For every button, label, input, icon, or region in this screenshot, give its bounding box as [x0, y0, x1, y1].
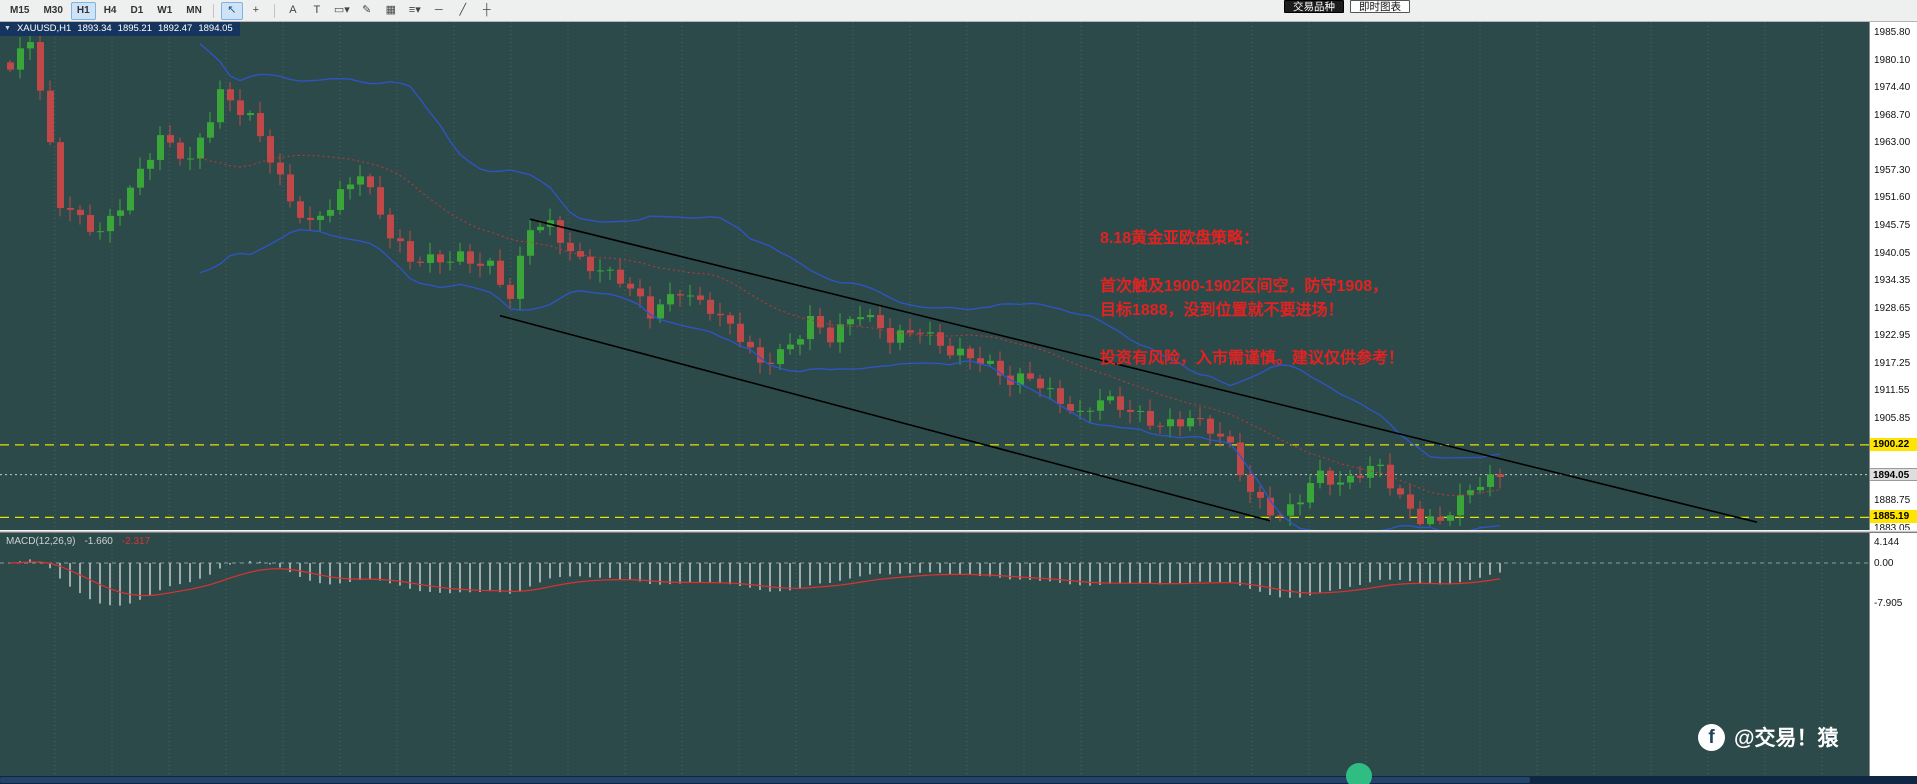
yellow-price-tag: 1900.22	[1870, 437, 1917, 451]
strategy-annotation: 8.18黄金亚欧盘策略： 首次触及1900-1902区间空，防守1908， 目标18…	[1100, 227, 1404, 371]
macd-axis-label: 4.144	[1874, 537, 1900, 549]
chart-collapse-icon[interactable]: ▼	[4, 25, 11, 32]
macd-name: MACD(12,26,9)	[6, 536, 76, 547]
toolbar: M15 M30 H1 H4 D1 W1 MN ↖ + A T ▭▾ ✎ ▦ ≡▾ ─ ╱ ┼	[0, 0, 1917, 22]
overlay-buttons: 交易品种 即时图表	[1284, 0, 1410, 13]
instant-chart-button[interactable]: 即时图表	[1350, 0, 1410, 13]
price-axis-label: 1985.80	[1874, 27, 1911, 38]
panel-separator[interactable]	[0, 530, 1917, 533]
trade-symbols-button[interactable]: 交易品种	[1284, 0, 1344, 13]
ohlc-close: 1894.05	[198, 23, 233, 34]
price-axis-label: 1883.05	[1874, 522, 1911, 534]
watermark-text: @交易！猿	[1734, 727, 1839, 750]
draw-tool-icon[interactable]: ✎	[356, 2, 378, 20]
grid-lines	[54, 22, 1823, 530]
ohlc-open: 1893.34	[77, 23, 112, 34]
annotation-line: 投资有风险，入市需谨慎。建议仅供参考！	[1100, 350, 1405, 367]
price-axis-label: 1940.05	[1874, 247, 1911, 259]
trendline-tool-icon[interactable]: ╱	[452, 2, 474, 20]
chart-area[interactable]: ▼ XAUUSD,H1 1893.34 1895.21 1892.47 1894…	[0, 22, 1869, 530]
price-axis-label: 1888.75	[1874, 495, 1911, 507]
price-axis-label: 1945.75	[1874, 220, 1911, 232]
price-axis-label: 1934.35	[1874, 275, 1911, 287]
price-axis-label: 1968.70	[1874, 109, 1911, 121]
toolbar-separator	[212, 3, 214, 18]
crosshair-tool-icon[interactable]: +	[245, 2, 267, 20]
timeframe-h1-button[interactable]: H1	[70, 1, 96, 20]
ohlc-high: 1895.21	[117, 23, 152, 34]
price-axis-label: 1980.10	[1874, 54, 1911, 66]
trendlines[interactable]	[499, 218, 1758, 523]
macd-axis-label: -7.905	[1874, 597, 1903, 609]
ohlc-low: 1892.47	[158, 23, 193, 34]
annotation-line	[1100, 251, 1404, 275]
timeframe-d1-button[interactable]: D1	[124, 1, 150, 20]
toolbar-separator	[273, 3, 275, 18]
macd-grid-lines	[54, 533, 1823, 776]
lines-tool-icon[interactable]: ≡▾	[404, 2, 426, 20]
cross-tool-icon[interactable]: ┼	[476, 2, 498, 20]
candlestick-series	[7, 33, 1504, 527]
annotation-line: 8.18黄金亚欧盘策略：	[1100, 230, 1260, 247]
price-axis-label: 1911.55	[1874, 385, 1910, 397]
price-axis[interactable]: 1985.80 1980.10 1974.40 1968.70 1963.00 1957.…	[1869, 22, 1917, 776]
price-axis-label: 1905.85	[1874, 412, 1911, 424]
horizontal-scrollbar[interactable]	[0, 776, 1917, 784]
current-price-tag: 1894.05	[1870, 467, 1917, 481]
cursor-tool-icon[interactable]: ↖	[220, 1, 243, 20]
price-axis-label: 1963.00	[1874, 137, 1911, 148]
macd-signal-value: -2.317	[121, 536, 151, 547]
annotation-line: 首次触及1900-1902区间空，防守1908，	[1100, 278, 1389, 295]
scrollbar-thumb[interactable]	[0, 777, 1530, 783]
timeframe-buttons: M15 M30 H1 H4 D1 W1 MN	[4, 1, 208, 20]
price-axis-label: 1974.40	[1874, 82, 1911, 93]
photo-tool-icon[interactable]: ▦	[380, 2, 402, 20]
price-axis-label: 1951.60	[1874, 192, 1911, 203]
timeframe-h4-button[interactable]: H4	[97, 1, 123, 20]
timeframe-m30-button[interactable]: M30	[37, 1, 69, 20]
watermark: f @交易！猿	[1698, 722, 1838, 752]
annotation-line	[1100, 323, 1404, 347]
drawing-tools: ↖ + A T ▭▾ ✎ ▦ ≡▾ ─ ╱ ┼	[208, 1, 498, 20]
text-tool-icon[interactable]: A	[282, 2, 304, 20]
bollinger-bands	[199, 43, 1501, 530]
macd-svg[interactable]	[0, 533, 1869, 776]
macd-panel: MACD(12,26,9) -1.660 -2.317	[0, 533, 1869, 776]
text-label-tool-icon[interactable]: T	[306, 2, 328, 20]
price-axis-label: 1922.95	[1874, 330, 1911, 342]
macd-indicator-label: MACD(12,26,9) -1.660 -2.317	[6, 536, 150, 547]
horizontal-line-tool-icon[interactable]: ─	[428, 2, 450, 20]
main-chart-svg[interactable]	[0, 22, 1869, 530]
macd-main-value: -1.660	[84, 536, 113, 547]
price-axis-label: 1928.65	[1874, 302, 1911, 314]
timeframe-mn-button[interactable]: MN	[180, 1, 208, 20]
price-axis-label: 1957.30	[1874, 164, 1911, 176]
price-level-lines[interactable]	[0, 444, 1869, 519]
chart-symbol: XAUUSD,H1	[16, 23, 72, 34]
shapes-tool-icon[interactable]: ▭▾	[330, 2, 354, 20]
timeframe-m15-button[interactable]: M15	[4, 1, 36, 20]
macd-histogram	[19, 559, 1501, 606]
macd-signal-line	[9, 561, 1501, 597]
green-indicator-dot	[1346, 763, 1372, 784]
annotation-line: 目标1888，没到位置就不要进场！	[1100, 302, 1344, 319]
macd-axis-label: 0.00	[1874, 558, 1894, 569]
facebook-icon: f	[1698, 723, 1725, 751]
price-axis-label: 1917.25	[1874, 357, 1911, 369]
timeframe-w1-button[interactable]: W1	[151, 1, 179, 20]
chart-ohlc-header: ▼ XAUUSD,H1 1893.34 1895.21 1892.47 1894…	[0, 22, 240, 36]
yellow-price-tag: 1885.19	[1870, 510, 1917, 524]
